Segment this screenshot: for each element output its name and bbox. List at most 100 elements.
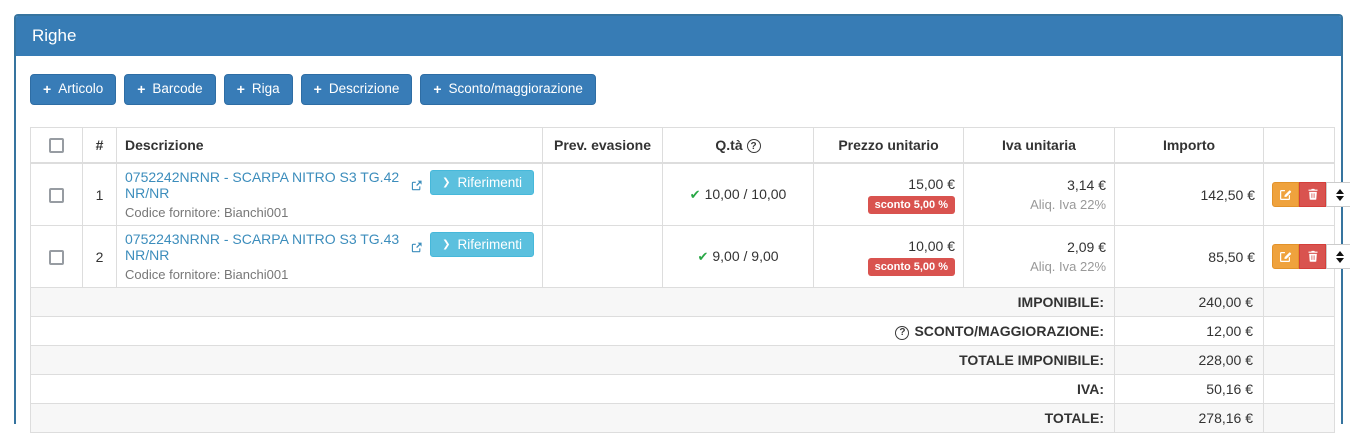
unit-vat-value: 2,09 € [1067, 239, 1106, 256]
unit-vat-value: 3,14 € [1067, 177, 1106, 194]
col-qty-label: Q.tà [715, 136, 743, 153]
righe-panel: Righe + Articolo + Barcode + Riga + Desc… [14, 14, 1350, 433]
add-barcode-label: Barcode [152, 81, 203, 97]
delete-row-button[interactable] [1299, 182, 1326, 208]
total-value: 240,00 € [1114, 287, 1264, 318]
unit-price-value: 15,00 € [908, 175, 955, 192]
total-actions-spacer [1263, 374, 1335, 405]
unit-price-cell: 15,00 € sconto 5,00 % [813, 162, 964, 227]
sort-row-handle[interactable] [1326, 182, 1350, 208]
total-row-totale-imponibile: TOTALE IMPONIBILE: 228,00 € [30, 345, 1335, 376]
pencil-square-icon [1280, 252, 1292, 263]
sort-down-icon [1335, 257, 1344, 263]
delete-row-button[interactable] [1299, 244, 1326, 270]
add-articolo-label: Articolo [58, 81, 104, 97]
chevron-right-icon: ❯ [442, 177, 451, 189]
plus-icon: + [313, 81, 322, 97]
total-actions-spacer [1263, 345, 1335, 376]
total-label: IMPONIBILE: [30, 287, 1115, 318]
row-checkbox[interactable] [49, 188, 64, 204]
col-prev-evasione: Prev. evasione [542, 126, 663, 165]
check-icon: ✔ [689, 187, 701, 203]
panel-body: + Articolo + Barcode + Riga + Descrizion… [16, 56, 1350, 433]
total-actions-spacer [1263, 316, 1335, 347]
pencil-square-icon [1280, 190, 1292, 201]
total-value: 278,16 € [1114, 403, 1264, 433]
row-number: 2 [82, 225, 117, 289]
add-riga-button[interactable]: + Riga [223, 74, 293, 105]
sort-row-handle[interactable] [1326, 244, 1350, 270]
discount-badge: sconto 5,00 % [867, 195, 955, 214]
article-link[interactable]: 0752242NRNR - SCARPA NITRO S3 TG.42 NR/N… [125, 169, 422, 201]
table-header-row: # Descrizione Prev. evasione Q.tà? Prezz… [30, 126, 1335, 165]
add-sconto-button[interactable]: + Sconto/maggiorazione [420, 74, 596, 105]
total-actions-spacer [1263, 403, 1335, 433]
article-link[interactable]: 0752243NRNR - SCARPA NITRO S3 TG.43 NR/N… [125, 231, 422, 263]
qty-value: 10,00 / 10,00 [704, 186, 787, 203]
unit-price-value: 10,00 € [908, 237, 955, 254]
unit-price-cell: 10,00 € sconto 5,00 % [813, 225, 964, 289]
edit-row-button[interactable] [1272, 244, 1299, 270]
rows-table: # Descrizione Prev. evasione Q.tà? Prezz… [30, 126, 1350, 433]
trash-icon [1308, 189, 1317, 201]
sort-up-icon [1335, 188, 1344, 194]
table-row: 1 0752242NRNR - SCARPA NITRO S3 TG.42 NR… [30, 162, 1350, 227]
row-select-cell [30, 225, 83, 289]
col-unit-vat: Iva unitaria [963, 126, 1115, 165]
add-articolo-button[interactable]: + Articolo [30, 74, 117, 105]
panel-header: Righe [16, 16, 1341, 56]
supplier-code: Codice fornitore: Bianchi001 [125, 267, 289, 283]
qty-cell: ✔ 9,00 / 9,00 [662, 225, 814, 289]
col-num: # [82, 126, 117, 165]
col-amount: Importo [1114, 126, 1264, 165]
total-label-text: SCONTO/MAGGIORAZIONE: [914, 323, 1104, 340]
total-value: 228,00 € [1114, 345, 1264, 376]
add-descrizione-label: Descrizione [328, 81, 400, 97]
total-row-iva: IVA: 50,16 € [30, 374, 1335, 405]
vat-rate-note: Aliq. Iva 22% [1030, 259, 1106, 275]
prev-evasione-cell [542, 162, 663, 227]
riferimenti-button[interactable]: ❯ Riferimenti [430, 232, 534, 258]
row-actions-cell [1263, 162, 1350, 227]
add-riga-label: Riga [251, 81, 280, 97]
plus-icon: + [433, 81, 442, 97]
sconto-help-icon[interactable]: ? [895, 325, 910, 340]
row-number: 1 [82, 162, 117, 227]
col-qty: Q.tà? [662, 126, 814, 165]
check-icon: ✔ [697, 249, 709, 265]
row-checkbox[interactable] [49, 250, 64, 266]
add-barcode-button[interactable]: + Barcode [124, 74, 216, 105]
page-title: Righe [32, 26, 77, 45]
total-value: 50,16 € [1114, 374, 1264, 405]
discount-badge: sconto 5,00 % [867, 257, 955, 276]
row-description-cell: 0752242NRNR - SCARPA NITRO S3 TG.42 NR/N… [116, 162, 543, 227]
article-link-label: 0752243NRNR - SCARPA NITRO S3 TG.43 NR/N… [125, 231, 400, 264]
external-link-icon [411, 180, 422, 191]
col-actions [1263, 126, 1335, 165]
unit-vat-cell: 2,09 € Aliq. Iva 22% [963, 225, 1115, 289]
trash-icon [1308, 251, 1317, 263]
total-label: TOTALE IMPONIBILE: [30, 345, 1115, 376]
total-label: IVA: [30, 374, 1115, 405]
riferimenti-label: Riferimenti [457, 175, 522, 191]
qty-cell: ✔ 10,00 / 10,00 [662, 162, 814, 227]
supplier-code: Codice fornitore: Bianchi001 [125, 205, 289, 221]
total-value: 12,00 € [1114, 316, 1264, 347]
row-description-cell: 0752243NRNR - SCARPA NITRO S3 TG.43 NR/N… [116, 225, 543, 289]
prev-evasione-cell [542, 225, 663, 289]
plus-icon: + [137, 81, 146, 97]
row-select-cell [30, 162, 83, 227]
add-descrizione-button[interactable]: + Descrizione [300, 74, 413, 105]
riferimenti-button[interactable]: ❯ Riferimenti [430, 170, 534, 196]
select-all-checkbox[interactable] [49, 138, 64, 154]
edit-row-button[interactable] [1272, 182, 1299, 208]
total-label: TOTALE: [30, 403, 1115, 433]
total-row-imponibile: IMPONIBILE: 240,00 € [30, 287, 1335, 318]
total-actions-spacer [1263, 287, 1335, 318]
col-unit-price: Prezzo unitario [813, 126, 964, 165]
unit-vat-cell: 3,14 € Aliq. Iva 22% [963, 162, 1115, 227]
vat-rate-note: Aliq. Iva 22% [1030, 197, 1106, 213]
sort-up-icon [1335, 250, 1344, 256]
qty-help-icon[interactable]: ? [746, 139, 761, 154]
amount-cell: 142,50 € [1114, 162, 1264, 227]
